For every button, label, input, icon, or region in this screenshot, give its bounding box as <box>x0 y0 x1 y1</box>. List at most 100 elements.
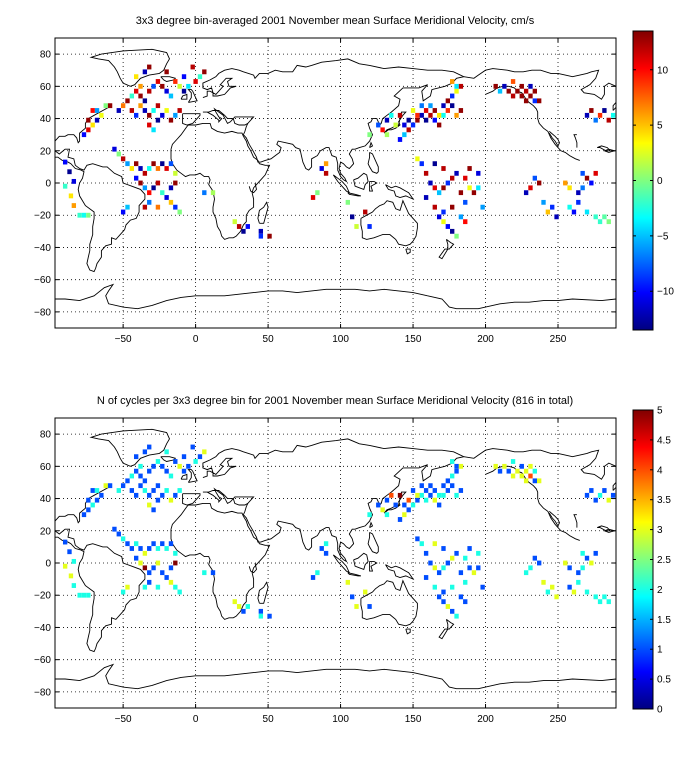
data-bin <box>589 108 594 113</box>
data-bin <box>134 468 139 474</box>
data-bin <box>450 483 455 489</box>
coastline <box>548 131 560 147</box>
data-bin <box>164 449 169 455</box>
data-bin <box>580 170 585 176</box>
coastline <box>54 148 146 273</box>
data-bin <box>138 473 143 479</box>
data-bin <box>142 584 148 590</box>
data-bin <box>164 468 169 474</box>
cycles-map-y-ticks: −80 −60 −40 −20 0 20 40 60 80 <box>34 430 616 698</box>
data-bin <box>86 212 91 218</box>
data-bin <box>267 233 272 239</box>
colorbar-tick-label: 10 <box>657 65 669 76</box>
data-bin <box>415 156 420 162</box>
data-bin <box>363 589 368 595</box>
data-bin <box>415 497 420 503</box>
y-tick-label: 80 <box>40 430 52 441</box>
coastline <box>405 248 411 255</box>
data-bin <box>125 204 130 210</box>
data-bin <box>519 93 524 99</box>
data-bin <box>129 166 135 171</box>
data-bin <box>164 88 169 94</box>
coastline <box>202 487 255 506</box>
data-bin <box>177 209 182 215</box>
data-bin <box>129 93 135 99</box>
data-bin <box>415 492 420 498</box>
data-bin <box>168 497 174 503</box>
data-bin <box>164 166 169 171</box>
data-bin <box>502 83 507 89</box>
data-bin <box>410 122 416 128</box>
coastline <box>180 93 188 100</box>
data-bin <box>147 570 152 576</box>
data-bin <box>406 507 411 513</box>
data-bin <box>147 502 152 508</box>
data-bin <box>67 549 72 555</box>
coastline <box>54 486 109 524</box>
data-bin <box>236 604 242 609</box>
data-bin <box>576 199 581 205</box>
data-bin <box>177 589 182 595</box>
data-bin <box>197 74 203 80</box>
data-bin <box>545 209 551 215</box>
data-bin <box>147 579 152 585</box>
coastline <box>347 572 362 577</box>
data-bin <box>71 178 77 184</box>
data-bin <box>458 570 464 576</box>
data-bin <box>177 83 182 89</box>
coastline <box>369 521 374 528</box>
data-bin <box>173 492 178 498</box>
coastline <box>367 152 379 174</box>
data-bin <box>584 209 590 215</box>
y-tick-label: −60 <box>34 275 51 286</box>
data-bin <box>107 103 113 109</box>
data-bin <box>134 112 139 118</box>
data-bin <box>147 166 152 171</box>
data-bin <box>181 454 187 460</box>
data-bin <box>523 88 529 94</box>
data-bin <box>406 127 411 133</box>
data-bin <box>532 468 537 474</box>
coastline <box>573 514 578 528</box>
data-bin <box>610 492 616 498</box>
data-bin <box>528 565 533 571</box>
coastline <box>360 199 418 247</box>
x-tick-label: 100 <box>332 714 349 725</box>
data-bin <box>120 156 126 162</box>
data-bin <box>584 589 590 595</box>
coastline <box>347 192 362 197</box>
data-bin <box>62 563 68 569</box>
data-bin <box>441 185 446 191</box>
data-bin <box>134 88 139 94</box>
data-bin <box>519 83 524 89</box>
data-bin <box>155 103 161 109</box>
data-bin <box>186 463 191 469</box>
data-bin <box>236 224 242 229</box>
velocity-map-y-ticks: −80 −60 −40 −20 0 20 40 60 80 <box>34 50 616 318</box>
data-bin <box>160 492 165 498</box>
data-bin <box>450 608 455 614</box>
data-bin <box>597 599 603 605</box>
data-bin <box>112 146 117 152</box>
data-bin <box>168 541 174 547</box>
data-bin <box>99 492 104 498</box>
coastline <box>248 562 257 574</box>
x-tick-label: 150 <box>405 334 422 345</box>
coastline <box>187 469 198 483</box>
data-bin <box>602 108 607 113</box>
coastline <box>427 295 617 310</box>
data-bin <box>432 108 437 113</box>
data-bin <box>155 166 161 171</box>
velocity-map-bins <box>62 64 616 239</box>
data-bin <box>397 112 403 118</box>
data-bin <box>467 546 472 551</box>
colorbar-tick-label: 0 <box>657 705 663 716</box>
coastline <box>353 552 369 570</box>
data-bin <box>177 463 182 469</box>
data-bin <box>71 203 77 208</box>
data-bin <box>510 79 516 84</box>
x-tick-label: 50 <box>263 714 275 725</box>
x-tick-label: 100 <box>332 334 349 345</box>
x-tick-label: 50 <box>263 334 275 345</box>
data-bin <box>532 478 537 484</box>
